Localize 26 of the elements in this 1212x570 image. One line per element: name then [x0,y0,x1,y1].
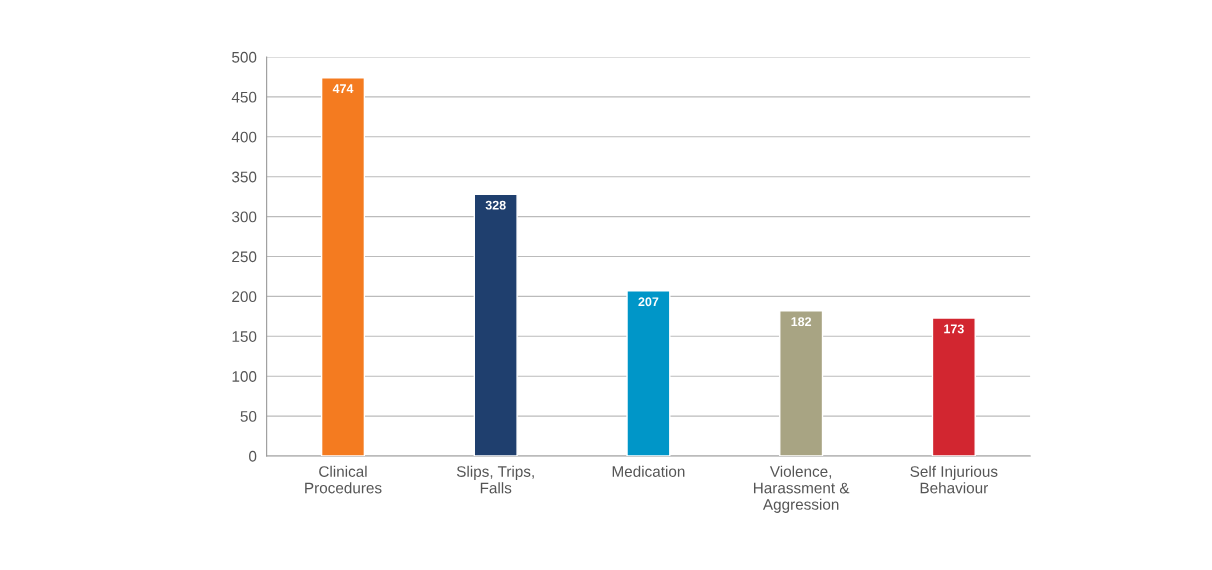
bar [473,193,518,456]
data-label: 207 [638,297,659,307]
x-tick-label: Slips, Trips, Falls [456,465,534,494]
x-tick-label: Medication [612,465,685,477]
y-tick-label: 250 [232,251,257,263]
bar [626,290,671,456]
y-tick-label: 100 [232,371,257,382]
y-tick-label: 0 [249,450,257,462]
y-tick-label: 350 [232,171,257,183]
data-label: 182 [791,317,812,327]
x-tick-label: Violence, Harassment & Aggression [753,465,850,513]
data-label: 474 [332,84,354,93]
bar [931,317,976,456]
data-label: 328 [485,200,506,210]
y-tick-label: 150 [232,331,257,342]
y-tick-label: 400 [231,131,257,143]
x-tick-label: Clinical Procedures [305,465,382,494]
y-tick-label: 300 [232,211,257,223]
y-tick-label: 450 [231,91,257,103]
data-label: 173 [944,324,964,334]
bar [320,77,366,456]
x-tick-label: Self Injurious Behaviour [910,465,998,494]
y-tick-label: 500 [232,51,257,63]
y-tick-label: 50 [240,410,257,422]
bar [779,310,824,456]
y-tick-label: 200 [232,291,257,303]
